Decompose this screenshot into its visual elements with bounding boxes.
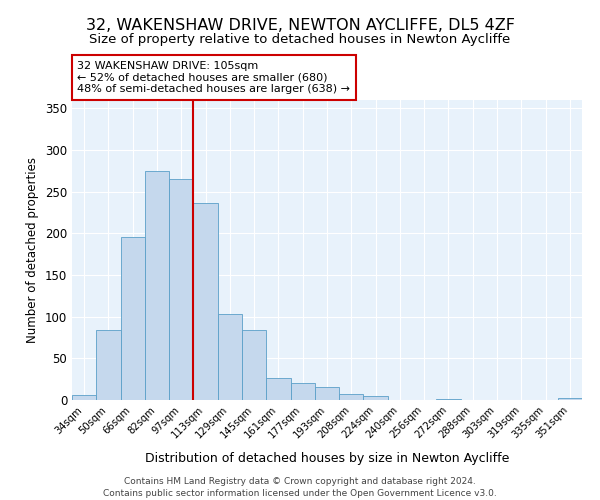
Bar	[145, 171, 169, 400]
Bar	[121, 236, 145, 400]
Bar	[436, 399, 461, 400]
Text: Contains HM Land Registry data © Crown copyright and database right 2024.: Contains HM Land Registry data © Crown c…	[124, 478, 476, 486]
Bar	[315, 386, 339, 400]
Text: 32, WAKENSHAW DRIVE, NEWTON AYCLIFFE, DL5 4ZF: 32, WAKENSHAW DRIVE, NEWTON AYCLIFFE, DL…	[86, 18, 515, 32]
Bar	[339, 394, 364, 400]
Bar	[558, 398, 582, 400]
Text: 32 WAKENSHAW DRIVE: 105sqm
← 52% of detached houses are smaller (680)
48% of sem: 32 WAKENSHAW DRIVE: 105sqm ← 52% of deta…	[77, 61, 350, 94]
Bar	[72, 395, 96, 400]
Bar	[266, 378, 290, 400]
Bar	[364, 396, 388, 400]
Bar	[193, 202, 218, 400]
Y-axis label: Number of detached properties: Number of detached properties	[26, 157, 40, 343]
Bar	[242, 330, 266, 400]
Bar	[96, 330, 121, 400]
X-axis label: Distribution of detached houses by size in Newton Aycliffe: Distribution of detached houses by size …	[145, 452, 509, 464]
Bar	[169, 179, 193, 400]
Bar	[218, 314, 242, 400]
Text: Size of property relative to detached houses in Newton Aycliffe: Size of property relative to detached ho…	[89, 32, 511, 46]
Bar	[290, 384, 315, 400]
Text: Contains public sector information licensed under the Open Government Licence v3: Contains public sector information licen…	[103, 489, 497, 498]
